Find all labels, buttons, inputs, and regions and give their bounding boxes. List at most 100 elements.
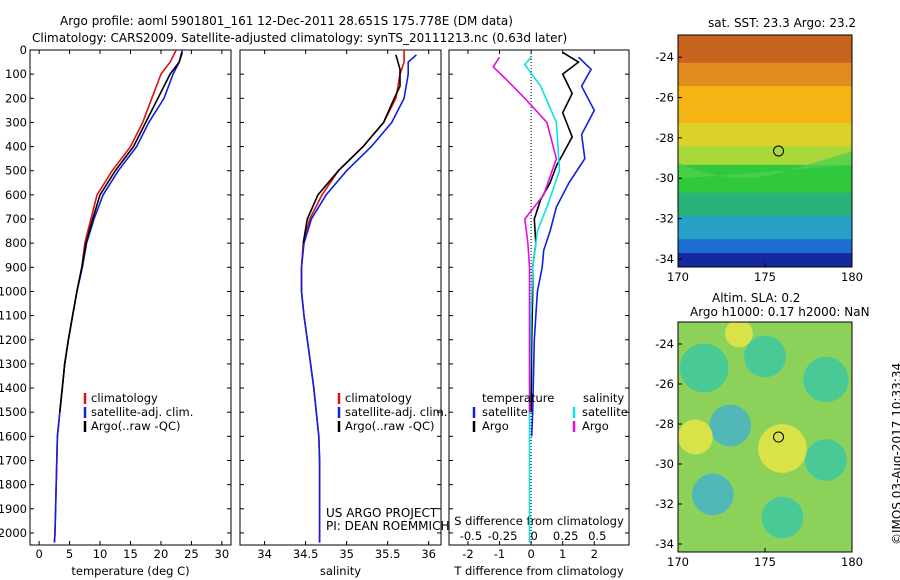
timestamp-stamp: ©IMOS 03-Aug-2017 10:33:34 xyxy=(890,362,900,545)
sla-blob xyxy=(803,356,849,403)
x-tick-label: 5 xyxy=(66,547,73,561)
x-tick-label: -2 xyxy=(462,547,473,561)
diff-legend-label: Argo xyxy=(582,419,609,433)
x-tick-label: 25 xyxy=(184,547,199,561)
x-tick-label: 34 xyxy=(257,547,272,561)
map-sla-title-2: Argo h1000: 0.17 h2000: NaN xyxy=(690,305,870,319)
y-tick-label: 800 xyxy=(5,236,27,250)
y-tick-label: 700 xyxy=(5,212,27,226)
sst-band xyxy=(678,62,852,88)
argo-position-marker xyxy=(773,145,785,157)
panel-temperature: 0100200300400500600700800900100011001200… xyxy=(0,43,232,578)
map-y-tick-label: -32 xyxy=(655,497,674,511)
sst-band xyxy=(678,86,852,125)
x-tick-label: 20 xyxy=(154,547,169,561)
sal-legend-label: climatology xyxy=(345,391,412,405)
diff-legend-head-temp: temperature xyxy=(482,391,554,405)
y-tick-label: 1900 xyxy=(0,502,27,516)
x-axis-label: T difference from climatology xyxy=(453,564,624,578)
sst-band xyxy=(678,146,852,166)
map-sst-title: sat. SST: 23.3 Argo: 23.2 xyxy=(708,16,857,30)
sla-blob xyxy=(805,439,847,481)
y-tick-label: 900 xyxy=(5,260,27,274)
series-line-salinity-argo xyxy=(492,56,558,413)
x-tick-label: 0 xyxy=(527,547,534,561)
sal-legend-label: Argo(..raw -QC) xyxy=(345,419,435,433)
y-tick-label: 600 xyxy=(5,188,27,202)
s-tick-label: 0.25 xyxy=(553,529,579,543)
s-tick-label: -0.25 xyxy=(488,529,518,543)
temp-legend-label: Argo(..raw -QC) xyxy=(91,419,181,433)
map-y-tick-label: -24 xyxy=(655,50,674,64)
map-y-tick-label: -24 xyxy=(655,337,674,351)
sst-band xyxy=(678,123,852,148)
temp-legend-label: climatology xyxy=(91,391,158,405)
panel-frame xyxy=(448,49,630,546)
page-title: Argo profile: aoml 5901801_161 12-Dec-20… xyxy=(60,14,513,28)
map-x-tick-label: 180 xyxy=(841,555,863,569)
map-y-tick-label: -28 xyxy=(655,417,674,431)
credit-project: US ARGO PROJECT xyxy=(326,506,438,520)
map-x-tick-label: 175 xyxy=(754,555,776,569)
sst-band xyxy=(678,253,852,267)
diff-legend-head-sal: salinity xyxy=(583,391,624,405)
sst-band xyxy=(678,192,852,217)
map-y-tick-label: -30 xyxy=(655,171,674,185)
sla-blob xyxy=(761,496,804,539)
sla-blob xyxy=(679,343,729,393)
s-axis-label: S difference from climatology xyxy=(454,514,624,528)
x-axis-label: salinity xyxy=(320,564,361,578)
sst-band xyxy=(678,215,852,241)
sst-front xyxy=(678,151,852,179)
x-tick-label: 35 xyxy=(339,547,354,561)
argo-position-marker xyxy=(773,431,785,443)
map-y-tick-label: -26 xyxy=(655,377,674,391)
x-tick-label: 1 xyxy=(559,547,566,561)
y-tick-label: 1000 xyxy=(0,284,27,298)
series-line-salinity-satellite xyxy=(523,56,561,543)
x-tick-label: 34.5 xyxy=(293,547,319,561)
s-tick-label: 0 xyxy=(530,529,537,543)
s-tick-label: -0.5 xyxy=(460,529,482,543)
map-y-tick-label: -30 xyxy=(655,457,674,471)
s-tick-label: 0.5 xyxy=(588,529,606,543)
temp-legend-label: satellite-adj. clim. xyxy=(91,405,193,419)
sla-blob xyxy=(691,473,734,516)
map-y-tick-label: -34 xyxy=(655,252,674,266)
sst-band xyxy=(678,164,852,194)
diff-legend-label: Argo xyxy=(482,419,509,433)
y-tick-label: 100 xyxy=(5,67,27,81)
y-tick-label: 1300 xyxy=(0,357,27,371)
y-tick-label: 1800 xyxy=(0,478,27,492)
map-y-tick-label: -26 xyxy=(655,91,674,105)
x-tick-label: 15 xyxy=(123,547,138,561)
sst-band xyxy=(678,239,852,255)
x-tick-label: 30 xyxy=(215,547,230,561)
panel-salinity: 34 34.5 35 35.5 36 salinity xyxy=(239,49,442,578)
map-sla: 170 175 180 -24 -26 -28 -30 -32 -34 xyxy=(655,321,863,569)
y-tick-label: 1200 xyxy=(0,333,27,347)
y-tick-label: 1500 xyxy=(0,405,27,419)
map-y-tick-label: -34 xyxy=(655,537,674,551)
credit-pi: PI: DEAN ROEMMICH xyxy=(326,519,450,533)
map-y-tick-label: -32 xyxy=(655,212,674,226)
y-tick-label: 1700 xyxy=(0,453,27,467)
x-tick-label: 35.5 xyxy=(375,547,401,561)
map-y-tick-label: -28 xyxy=(655,131,674,145)
x-tick-label: 0 xyxy=(35,547,42,561)
map-field xyxy=(678,35,852,267)
y-tick-label: 1600 xyxy=(0,429,27,443)
diff-legend-label: satellite xyxy=(582,405,628,419)
x-tick-label: 36 xyxy=(421,547,436,561)
sla-blob xyxy=(758,424,807,473)
map-x-tick-label: 170 xyxy=(667,270,689,284)
y-tick-label: 0 xyxy=(20,43,27,57)
series-line-argo-raw-qc- xyxy=(59,52,184,413)
y-tick-label: 1400 xyxy=(0,381,27,395)
panel-frame xyxy=(239,49,442,546)
panel-difference: -2 -1 0 1 2 T difference from climatology S di… xyxy=(448,49,630,578)
x-tick-label: 10 xyxy=(93,547,108,561)
x-axis-label: temperature (deg C) xyxy=(71,564,189,578)
y-tick-label: 500 xyxy=(5,164,27,178)
